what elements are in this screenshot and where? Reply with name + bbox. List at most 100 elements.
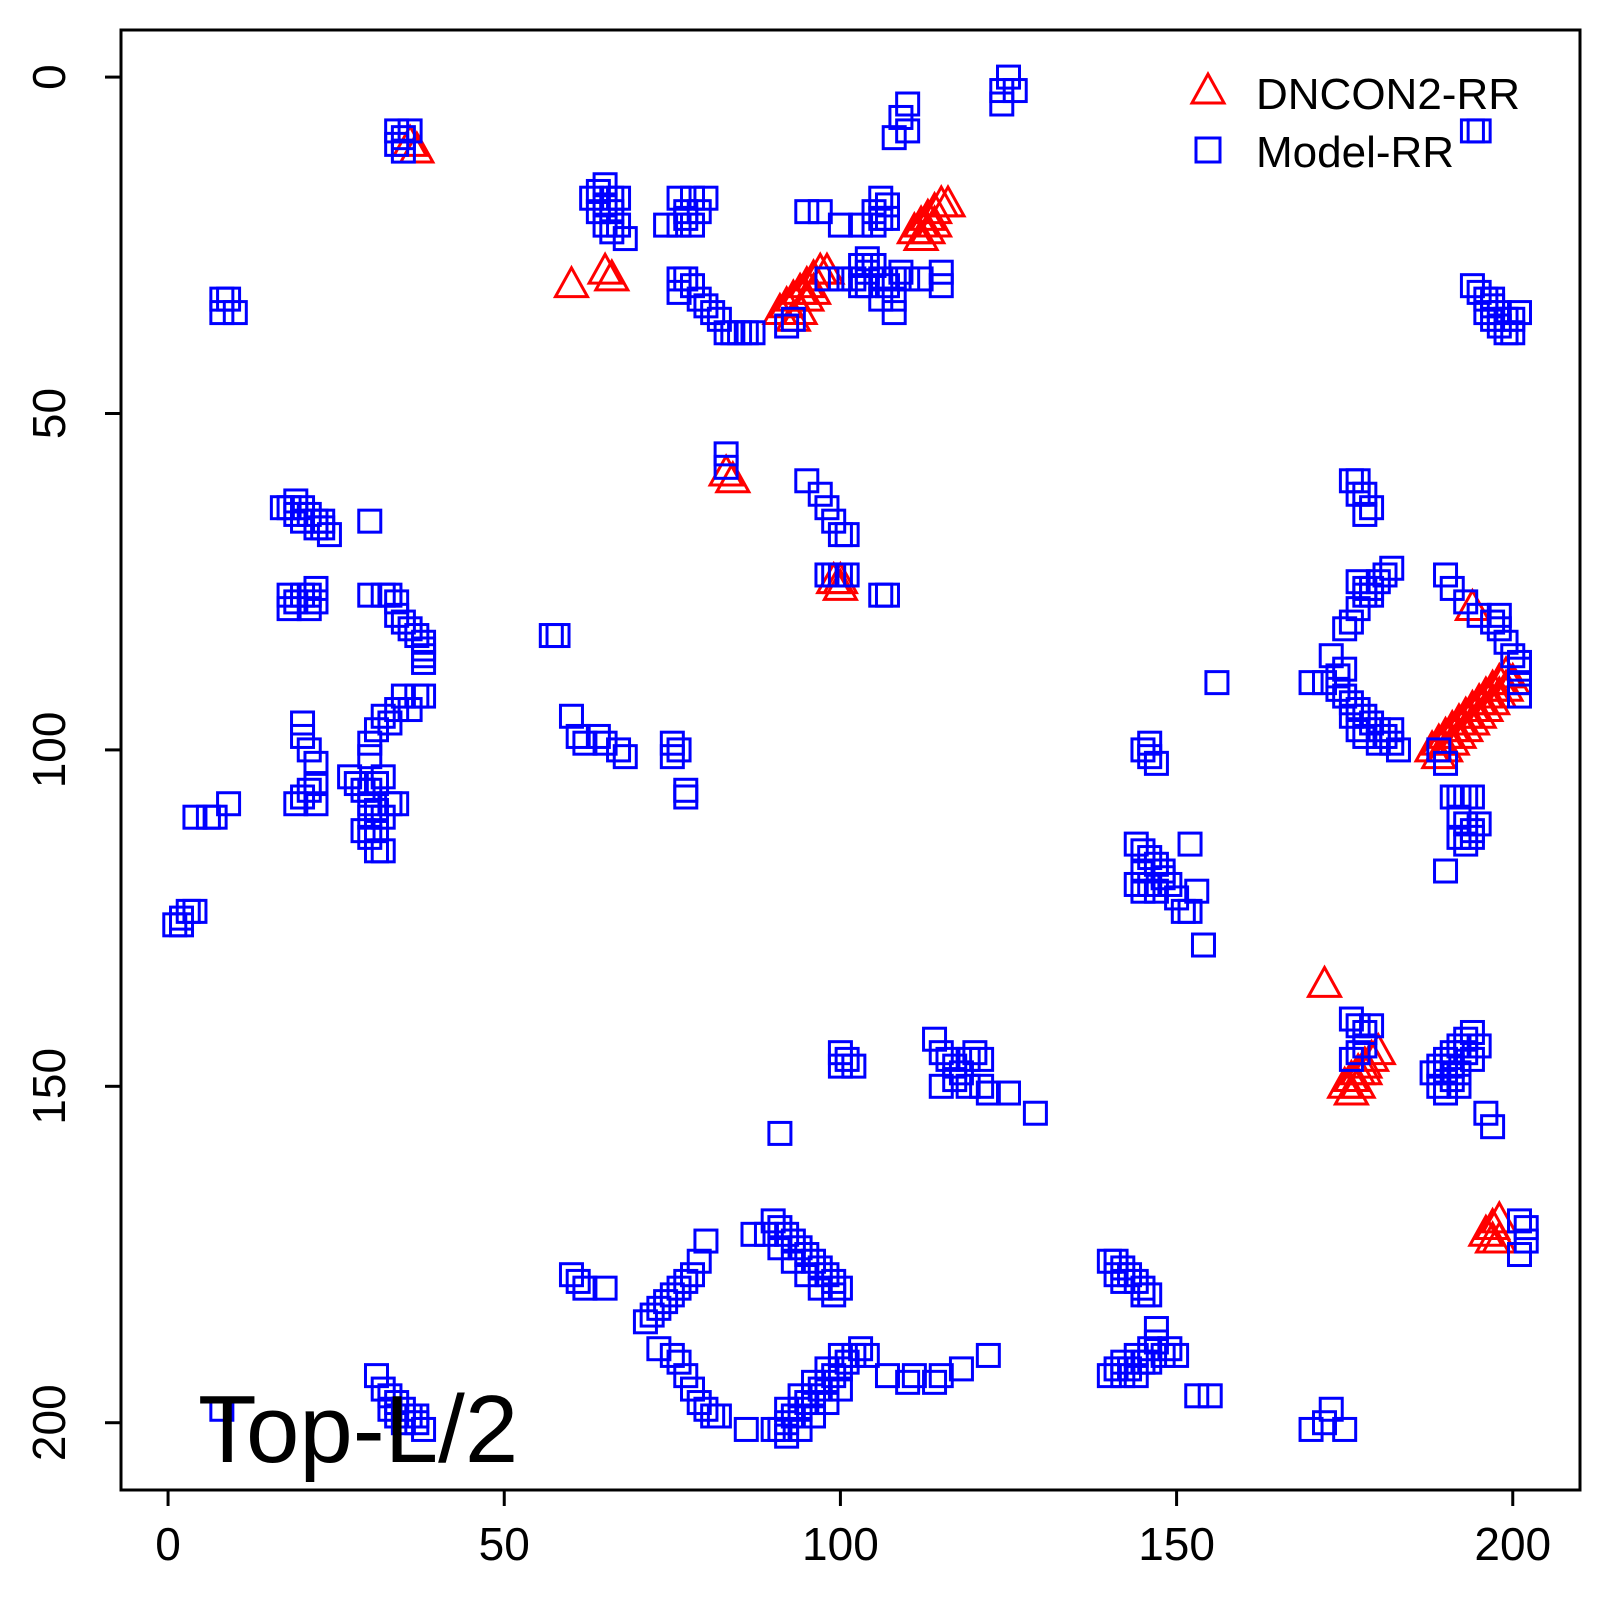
y-tick-label: 50 <box>23 388 75 439</box>
model-rr-point <box>182 898 208 924</box>
model-rr-point <box>558 703 584 729</box>
model-rr-point <box>854 246 880 272</box>
model-rr-point <box>1143 750 1169 776</box>
model-rr-point <box>1177 898 1203 924</box>
model-rr-point <box>1110 1255 1136 1281</box>
model-rr-point <box>1352 723 1378 749</box>
model-rr-point <box>384 118 410 144</box>
model-rr-point <box>1486 300 1512 326</box>
model-rr-point <box>1123 1342 1149 1368</box>
model-rr-point <box>1164 885 1190 911</box>
model-rr-point <box>390 1410 416 1436</box>
model-rr-point <box>1426 1053 1452 1079</box>
model-rr-point <box>928 1040 954 1066</box>
model-rr-point <box>881 300 907 326</box>
model-rr-point <box>1345 569 1371 595</box>
model-rr-point <box>1096 1363 1122 1389</box>
model-rr-point <box>659 730 685 756</box>
model-rr-point <box>827 266 853 292</box>
model-rr-point <box>599 219 625 245</box>
model-rr-point <box>1446 1073 1472 1099</box>
model-rr-point <box>901 1363 927 1389</box>
model-rr-point <box>404 1403 430 1429</box>
model-rr-point <box>1177 831 1203 857</box>
model-rr-point <box>801 1369 827 1395</box>
model-rr-point <box>814 1356 840 1382</box>
model-rr-point <box>767 1120 793 1146</box>
model-rr-point <box>370 838 396 864</box>
dncon2-rr-point <box>707 453 745 487</box>
model-rr-point <box>673 205 699 231</box>
model-rr-point <box>659 1342 685 1368</box>
model-rr-point <box>1439 1040 1465 1066</box>
model-rr-point <box>774 313 800 339</box>
model-rr-point <box>794 1262 820 1288</box>
model-rr-point <box>1500 320 1526 346</box>
model-rr-point <box>666 737 692 763</box>
model-rr-point <box>1419 1060 1445 1086</box>
model-rr-point <box>827 1040 853 1066</box>
model-rr-point <box>370 1376 396 1402</box>
model-rr-point <box>1332 683 1358 709</box>
model-rr-point <box>1480 1114 1506 1140</box>
model-rr-point <box>384 791 410 817</box>
model-rr-point <box>1352 1033 1378 1059</box>
dncon2-rr-series <box>391 123 1532 1254</box>
model-rr-point <box>794 1242 820 1268</box>
model-rr-point <box>827 1376 853 1402</box>
model-rr-point <box>1110 1268 1136 1294</box>
model-rr-point <box>1446 824 1472 850</box>
model-rr-point <box>996 1080 1022 1106</box>
model-rr-point <box>1480 306 1506 332</box>
model-rr-point <box>357 508 383 534</box>
model-rr-point <box>673 784 699 810</box>
model-rr-point <box>1332 616 1358 642</box>
model-rr-point <box>807 1255 833 1281</box>
model-rr-point <box>390 683 416 709</box>
model-rr-point <box>1103 1356 1129 1382</box>
model-rr-point <box>787 1416 813 1442</box>
model-rr-point <box>639 1302 665 1328</box>
dncon2-rr-point <box>909 210 947 245</box>
model-rr-point <box>1466 811 1492 837</box>
model-rr-point <box>679 1262 705 1288</box>
model-rr-point <box>659 744 685 770</box>
model-rr-point <box>1298 1416 1324 1442</box>
model-rr-point <box>848 212 874 238</box>
y-tick-label: 200 <box>23 1384 75 1461</box>
model-rr-point <box>1466 279 1492 305</box>
model-rr-point <box>895 118 921 144</box>
model-rr-point <box>572 730 598 756</box>
model-rr-point <box>1480 609 1506 635</box>
model-rr-point <box>384 1390 410 1416</box>
model-rr-point <box>1466 1033 1492 1059</box>
model-rr-point <box>1130 878 1156 904</box>
model-rr-point <box>1345 1040 1371 1066</box>
model-rr-point <box>989 91 1015 117</box>
model-rr-point <box>760 1416 786 1442</box>
model-rr-point <box>1473 1100 1499 1126</box>
model-rr-point <box>1486 313 1512 339</box>
model-rr-point <box>1123 871 1149 897</box>
model-rr-point <box>384 602 410 628</box>
model-rr-point <box>1359 710 1385 736</box>
y-tick-label: 100 <box>23 712 75 789</box>
model-rr-point <box>1493 629 1519 655</box>
x-tick-label: 150 <box>1138 1518 1215 1570</box>
model-rr-point <box>370 764 396 790</box>
model-rr-point <box>1453 1040 1479 1066</box>
dncon2-rr-point <box>593 257 631 292</box>
model-rr-point <box>942 1067 968 1093</box>
model-rr-point <box>1506 670 1532 696</box>
model-rr-point <box>363 1363 389 1389</box>
model-rr-point <box>384 697 410 723</box>
model-rr-point <box>592 172 618 198</box>
model-rr-point <box>558 1262 584 1288</box>
model-rr-point <box>1459 824 1485 850</box>
model-rr-point <box>821 1268 847 1294</box>
model-rr-point <box>955 1046 981 1072</box>
x-tick-label: 100 <box>802 1518 879 1570</box>
dncon2-rr-point <box>788 278 826 312</box>
model-rr-point <box>895 266 921 292</box>
model-rr-point <box>1137 730 1163 756</box>
